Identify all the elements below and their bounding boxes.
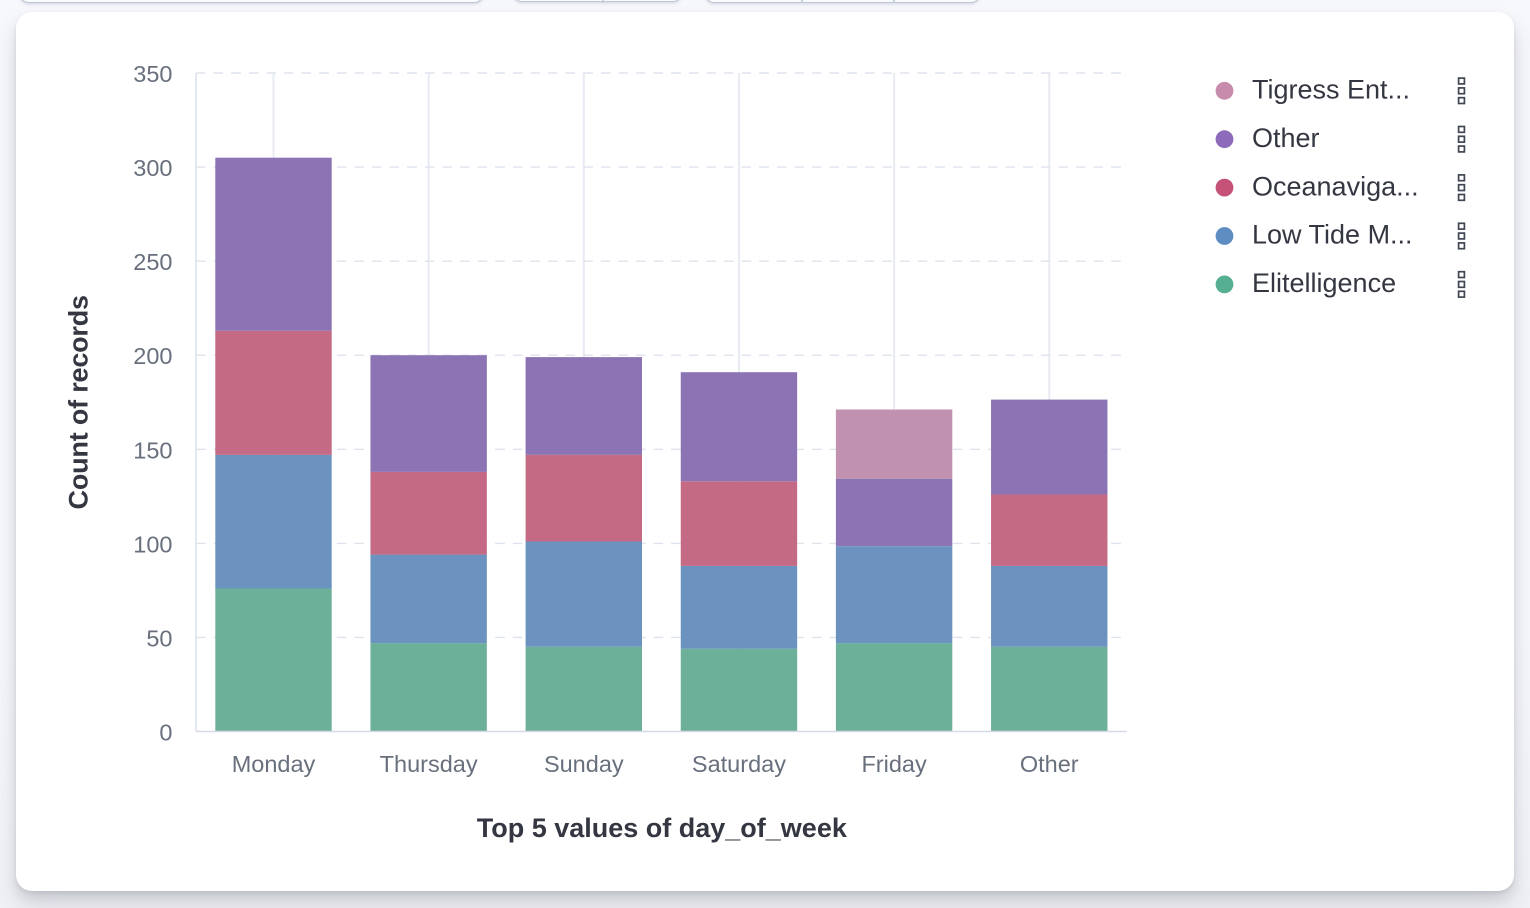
svg-text:200: 200: [133, 343, 172, 369]
svg-text:Elitelligence: Elitelligence: [1252, 268, 1396, 298]
svg-text:Top 5 values of day_of_week: Top 5 values of day_of_week: [477, 813, 848, 843]
svg-text:Oceanaviga...: Oceanaviga...: [1252, 171, 1419, 201]
svg-text:Friday: Friday: [861, 751, 927, 777]
svg-text:Other: Other: [1252, 123, 1320, 153]
svg-text:350: 350: [133, 61, 172, 87]
svg-text:Low Tide M...: Low Tide M...: [1252, 220, 1413, 250]
svg-text:Monday: Monday: [232, 751, 316, 777]
svg-text:Other: Other: [1020, 751, 1079, 777]
svg-text:50: 50: [146, 625, 172, 651]
svg-text:Thursday: Thursday: [380, 751, 478, 777]
svg-text:250: 250: [133, 249, 172, 275]
svg-text:150: 150: [133, 437, 172, 463]
svg-text:Tigress Ent...: Tigress Ent...: [1252, 75, 1410, 105]
svg-text:300: 300: [133, 155, 172, 181]
svg-text:Saturday: Saturday: [692, 751, 786, 777]
svg-text:0: 0: [159, 720, 172, 746]
svg-text:Sunday: Sunday: [544, 751, 624, 777]
svg-text:Count of records: Count of records: [64, 295, 94, 509]
svg-text:100: 100: [133, 531, 172, 557]
